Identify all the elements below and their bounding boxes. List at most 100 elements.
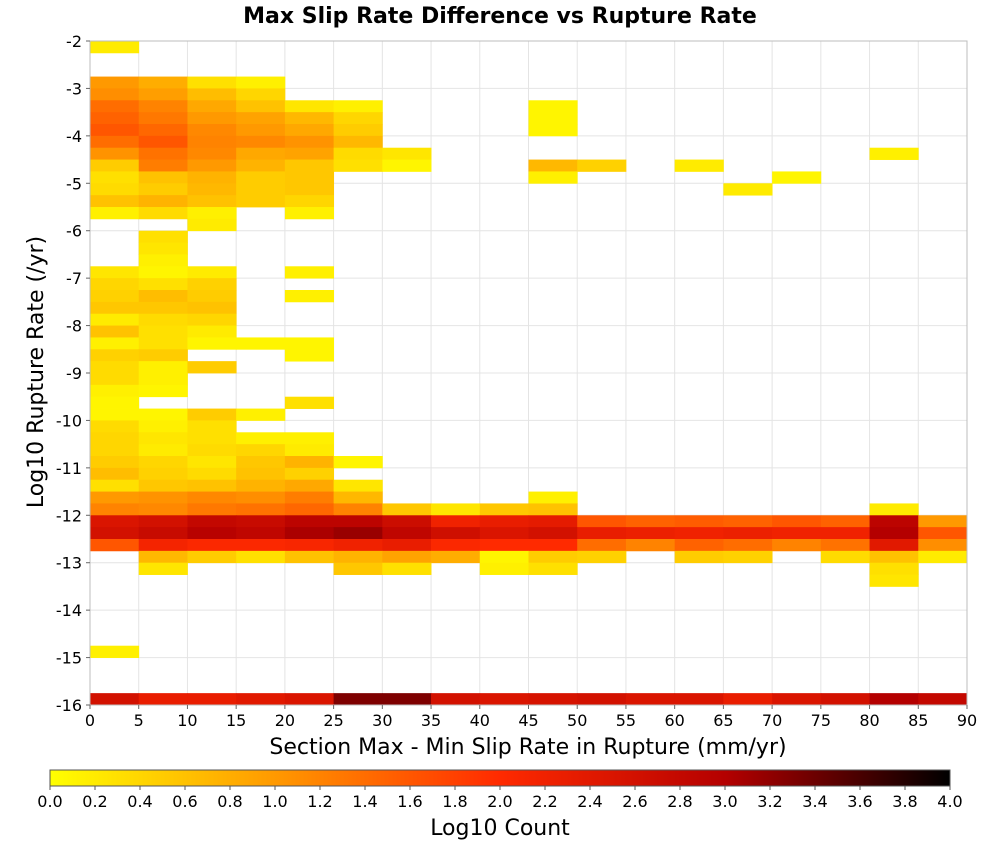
x-tick-label: 60 [664, 711, 684, 730]
heatmap-cell [382, 562, 432, 575]
heatmap-cell [723, 539, 773, 552]
heatmap-cell [138, 301, 188, 315]
heatmap-cell [333, 124, 383, 137]
heatmap-cell [138, 491, 188, 504]
heatmap-cell [90, 645, 140, 658]
heatmap-cell [187, 218, 237, 232]
chart-title: Max Slip Rate Difference vs Rupture Rate [243, 4, 757, 29]
heatmap-cell [236, 550, 286, 564]
heatmap-cell [528, 124, 578, 137]
x-tick-label: 40 [470, 711, 490, 730]
heatmap-cell [431, 503, 481, 516]
heatmap-cell [918, 527, 968, 540]
heatmap-cell [820, 527, 870, 540]
y-tick-label: -16 [56, 696, 82, 715]
heatmap-cell [528, 527, 578, 540]
heatmap-cell [187, 135, 237, 149]
heatmap-cell [284, 396, 335, 409]
heatmap-cell [333, 159, 383, 172]
heatmap-cell [138, 100, 188, 113]
heatmap-cell [90, 384, 140, 398]
heatmap-cell [284, 503, 335, 516]
x-tick-label: 55 [616, 711, 636, 730]
heatmap-cell [187, 527, 237, 540]
heatmap-cell [479, 515, 529, 528]
heatmap-cell [918, 515, 968, 528]
heatmap-cell [187, 325, 237, 338]
heatmap-cell [236, 693, 286, 706]
heatmap-cell [90, 349, 140, 362]
heatmap-cell [382, 539, 432, 552]
heatmap-cell [187, 88, 237, 101]
heatmap-cells [90, 41, 968, 706]
y-tick-label: -15 [56, 649, 82, 668]
heatmap-cell [138, 112, 188, 125]
heatmap-cell [90, 171, 140, 184]
heatmap-cell [431, 693, 481, 706]
heatmap-cell [869, 515, 919, 528]
heatmap-cell [284, 491, 335, 504]
colorbar-tick-label: 4.0 [937, 792, 962, 811]
heatmap-cell [90, 278, 140, 291]
heatmap-cell [918, 693, 968, 706]
heatmap-cell [90, 147, 140, 160]
heatmap-cell [869, 574, 919, 587]
heatmap-cell [236, 337, 286, 350]
x-tick-label: 15 [226, 711, 246, 730]
heatmap-cell [333, 112, 383, 125]
heatmap-cell [772, 539, 822, 552]
colorbar-tick-label: 1.6 [397, 792, 422, 811]
heatmap-cell [528, 112, 578, 125]
y-tick-label: -10 [56, 411, 82, 430]
heatmap-cell [674, 693, 724, 706]
heatmap-cell [723, 527, 773, 540]
heatmap-cell [820, 539, 870, 552]
y-tick-label: -14 [56, 601, 82, 620]
heatmap-cell [90, 112, 140, 125]
heatmap-cell [90, 337, 140, 350]
colorbar-tick-label: 3.4 [802, 792, 827, 811]
colorbar-tick-label: 0.0 [37, 792, 62, 811]
heatmap-cell [869, 539, 919, 552]
heatmap-cell [236, 515, 286, 528]
heatmap-cell [577, 539, 627, 552]
colorbar-tick-label: 0.2 [82, 792, 107, 811]
heatmap-cell [138, 135, 188, 149]
heatmap-cell [236, 527, 286, 540]
heatmap-cell [187, 195, 237, 208]
heatmap-cell [236, 171, 286, 184]
heatmap-cell [187, 693, 237, 706]
heatmap-cell [90, 290, 140, 303]
heatmap-cell [90, 503, 140, 516]
heatmap-cell [772, 171, 822, 184]
heatmap-cell [333, 562, 383, 575]
heatmap-cell [236, 135, 286, 149]
heatmap-cell [90, 266, 140, 279]
heatmap-cell [625, 527, 676, 540]
x-tick-label: 75 [811, 711, 831, 730]
heatmap-cell [333, 503, 383, 516]
heatmap-cell [333, 456, 383, 469]
heatmap-cell [236, 503, 286, 516]
colorbar-tick-label: 3.8 [892, 792, 917, 811]
heatmap-cell [90, 207, 140, 220]
heatmap-cell [431, 550, 481, 564]
heatmap-cell [90, 76, 140, 89]
heatmap-cell [284, 290, 335, 303]
heatmap-cell [138, 562, 188, 575]
heatmap-cell [90, 373, 140, 386]
heatmap-cell [187, 313, 237, 326]
heatmap-cell [236, 408, 286, 421]
heatmap-cell [138, 550, 188, 564]
heatmap-cell [90, 491, 140, 504]
x-tick-label: 5 [134, 711, 144, 730]
heatmap-cell [138, 693, 188, 706]
heatmap-cell [90, 301, 140, 315]
heatmap-cell [333, 147, 383, 160]
heatmap-cell [820, 550, 870, 564]
x-tick-label: 30 [372, 711, 392, 730]
heatmap-cell [236, 100, 286, 113]
heatmap-cell [479, 539, 529, 552]
colorbar-tick-label: 3.0 [712, 792, 737, 811]
x-axis-label: Section Max - Min Slip Rate in Rupture (… [269, 735, 786, 760]
